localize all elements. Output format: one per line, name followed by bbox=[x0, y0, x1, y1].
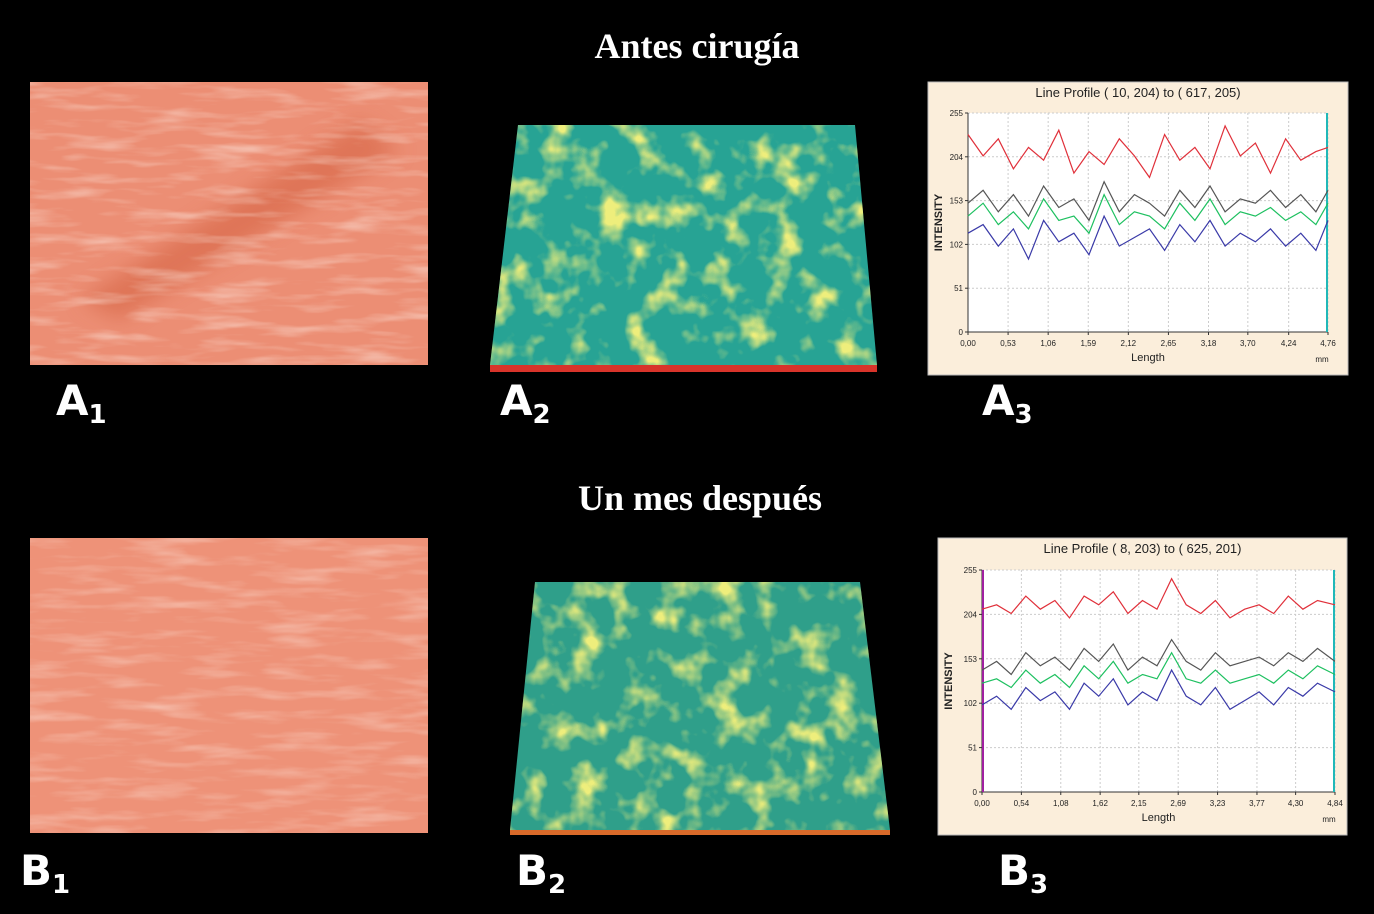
x-axis-label: Length bbox=[1142, 812, 1176, 824]
x-tick-label: 3,70 bbox=[1240, 339, 1256, 348]
panel-label: A1 bbox=[56, 376, 107, 430]
unit-label: mm bbox=[1315, 355, 1329, 364]
x-tick-label: 0,00 bbox=[974, 799, 990, 808]
svg-text:A3: A3 bbox=[982, 376, 1033, 430]
x-tick-label: 3,23 bbox=[1210, 799, 1226, 808]
y-tick-label: 153 bbox=[950, 197, 964, 206]
panel-label: B1 bbox=[20, 846, 70, 900]
x-tick-label: 1,08 bbox=[1053, 799, 1069, 808]
x-tick-label: 0,54 bbox=[1014, 799, 1030, 808]
y-axis-label: INTENSITY bbox=[933, 193, 945, 251]
surface-3d bbox=[510, 582, 890, 835]
skin-image bbox=[30, 538, 428, 833]
x-tick-label: 1,62 bbox=[1092, 799, 1108, 808]
x-tick-label: 2,12 bbox=[1121, 339, 1137, 348]
x-tick-label: 1,59 bbox=[1080, 339, 1096, 348]
figure: Antes cirugía A1 A2 A3 Un mes después B1… bbox=[0, 0, 1374, 914]
y-tick-label: 51 bbox=[968, 744, 977, 753]
panel-label: A2 bbox=[500, 376, 551, 430]
x-tick-label: 2,69 bbox=[1170, 799, 1186, 808]
section-title: Antes cirugía bbox=[595, 26, 800, 66]
page: {"sections": [ {"title": "Antes cirugía"… bbox=[0, 0, 1374, 914]
x-tick-label: 2,15 bbox=[1131, 799, 1147, 808]
skin-image bbox=[30, 82, 428, 365]
panel-label: B3 bbox=[998, 846, 1048, 900]
x-tick-label: 4,30 bbox=[1288, 799, 1304, 808]
x-tick-label: 4,76 bbox=[1320, 339, 1336, 348]
y-tick-label: 204 bbox=[964, 610, 978, 619]
y-tick-label: 0 bbox=[973, 788, 978, 797]
y-tick-label: 51 bbox=[954, 284, 963, 293]
svg-text:A1: A1 bbox=[56, 376, 107, 430]
x-tick-label: 0,53 bbox=[1000, 339, 1016, 348]
x-axis-label: Length bbox=[1131, 352, 1165, 364]
x-tick-label: 3,77 bbox=[1249, 799, 1265, 808]
y-tick-label: 153 bbox=[964, 655, 978, 664]
svg-text:A2: A2 bbox=[500, 376, 551, 430]
plot-area bbox=[968, 113, 1328, 332]
panel-label: A3 bbox=[982, 376, 1033, 430]
chart-title: Line Profile ( 8, 203) to ( 625, 201) bbox=[1043, 541, 1241, 556]
x-tick-label: 3,18 bbox=[1201, 339, 1217, 348]
y-tick-label: 0 bbox=[959, 328, 964, 337]
line-chart: Line Profile ( 10, 204) to ( 617, 205) 0 5… bbox=[928, 82, 1348, 375]
x-tick-label: 2,65 bbox=[1161, 339, 1177, 348]
y-tick-label: 102 bbox=[950, 240, 964, 249]
y-tick-label: 204 bbox=[950, 153, 964, 162]
svg-text:B2: B2 bbox=[516, 846, 566, 900]
svg-text:B3: B3 bbox=[998, 846, 1048, 900]
panel-label: B2 bbox=[516, 846, 566, 900]
x-tick-label: 1,06 bbox=[1040, 339, 1056, 348]
svg-text:B1: B1 bbox=[20, 846, 70, 900]
y-tick-label: 102 bbox=[964, 699, 978, 708]
unit-label: mm bbox=[1322, 815, 1336, 824]
y-tick-label: 255 bbox=[964, 566, 978, 575]
x-tick-label: 4,84 bbox=[1327, 799, 1343, 808]
y-axis-label: INTENSITY bbox=[943, 652, 955, 710]
x-tick-label: 0,00 bbox=[960, 339, 976, 348]
surface-3d bbox=[490, 125, 877, 372]
section-title: Un mes después bbox=[578, 478, 822, 518]
x-tick-label: 4,24 bbox=[1281, 339, 1297, 348]
chart-title: Line Profile ( 10, 204) to ( 617, 205) bbox=[1035, 85, 1240, 100]
y-tick-label: 255 bbox=[950, 109, 964, 118]
line-chart: Line Profile ( 8, 203) to ( 625, 201) 0 51… bbox=[938, 538, 1347, 835]
